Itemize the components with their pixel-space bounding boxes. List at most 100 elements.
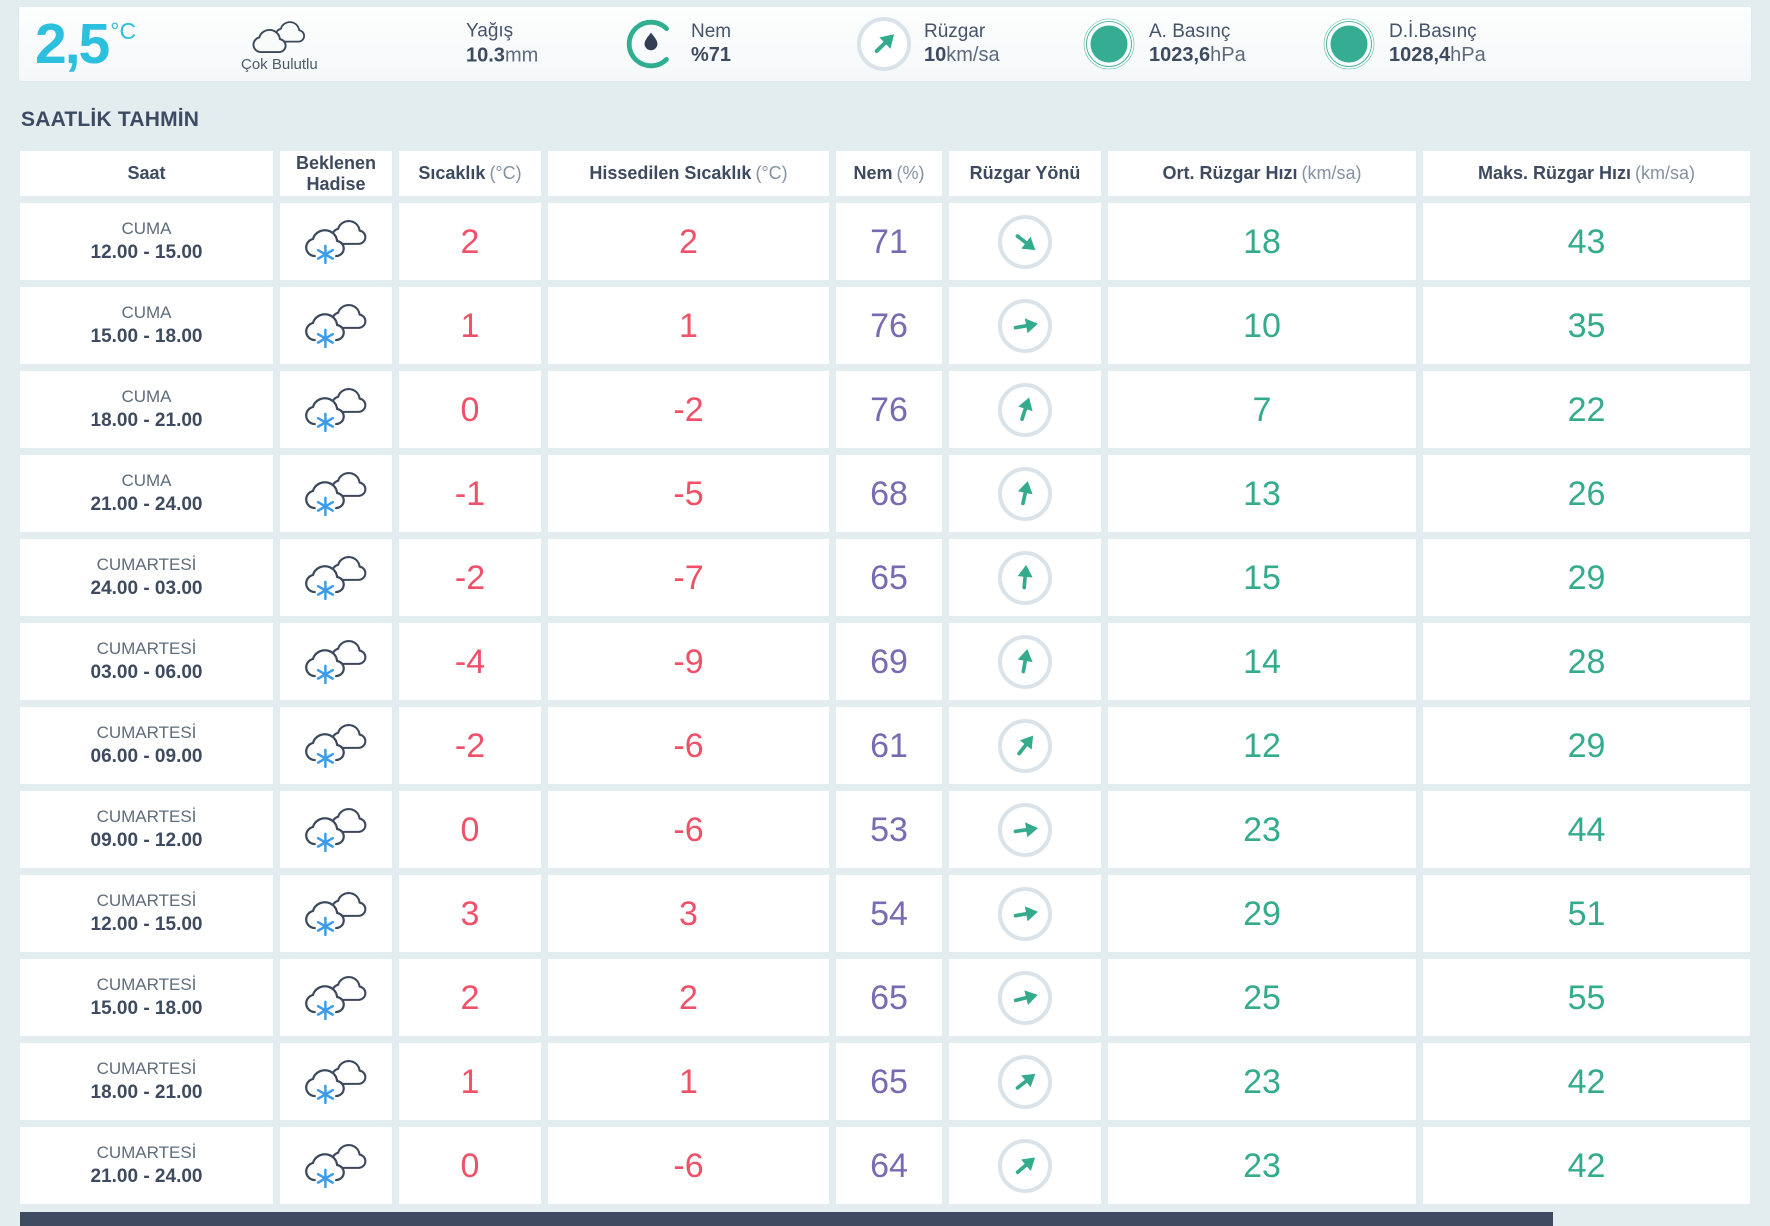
- day-label: CUMARTESİ: [96, 639, 197, 658]
- temperature-cell: 2: [399, 959, 541, 1036]
- max-wind-speed-cell: 43: [1423, 203, 1750, 280]
- table-row: CUMARTESİ 03.00 - 06.00 -4 -9 69 14 28: [20, 623, 1750, 700]
- wind-value: 10km/sa: [924, 44, 1000, 67]
- day-label: CUMARTESİ: [96, 555, 197, 574]
- wind-direction-indicator: [998, 298, 1052, 353]
- temperature-cell: 3: [399, 875, 541, 952]
- feels-like-value: -9: [673, 642, 704, 681]
- time-slot-cell: CUMARTESİ 12.00 - 15.00: [20, 875, 273, 952]
- time-range-label: 18.00 - 21.00: [90, 410, 203, 431]
- expected-condition-cell: [280, 371, 392, 448]
- avg-wind-speed-value: 18: [1243, 222, 1281, 261]
- hourly-forecast-table: Saat Beklenen Hadise Sıcaklık (°C) Hissedile…: [13, 144, 1757, 1211]
- time-slot-cell: CUMA 15.00 - 18.00: [20, 287, 273, 364]
- next-section-header-cutoff: [20, 1212, 1553, 1226]
- column-label: Rüzgar Yönü: [969, 163, 1081, 184]
- humidity-cell: 76: [836, 287, 942, 364]
- temperature-value: -2: [454, 726, 486, 765]
- humidity-value: 76: [870, 390, 908, 429]
- time-slot-cell: CUMA 21.00 - 24.00: [20, 455, 273, 532]
- temperature-value: 0: [460, 810, 480, 849]
- column-header-3: Sıcaklık (°C): [399, 151, 541, 196]
- feels-like-cell: -9: [548, 623, 829, 700]
- time-slot-cell: CUMARTESİ 03.00 - 06.00: [20, 623, 273, 700]
- table-header-row: Saat Beklenen Hadise Sıcaklık (°C) Hissedile…: [20, 151, 1750, 196]
- max-wind-speed-cell: 26: [1423, 455, 1750, 532]
- wind-direction-arrow-icon: [1013, 317, 1038, 333]
- snowflake-icon: [316, 1168, 334, 1189]
- temperature-cell: 0: [399, 791, 541, 868]
- current-condition: Çok Bulutlu: [241, 15, 318, 73]
- temperature-value: 2,5: [35, 12, 110, 76]
- day-label: CUMARTESİ: [96, 723, 197, 742]
- max-wind-speed-value: 42: [1567, 1146, 1606, 1185]
- table-row: CUMARTESİ 21.00 - 24.00 0 -6 64 23 42: [20, 1127, 1750, 1204]
- feels-like-cell: 1: [548, 1043, 829, 1120]
- snow-cloud-icon: [305, 556, 367, 601]
- humidity-value: 65: [870, 1062, 908, 1101]
- humidity-cell: 76: [836, 371, 942, 448]
- time-slot-cell: CUMARTESİ 24.00 - 03.00: [20, 539, 273, 616]
- feels-like-value: 2: [679, 978, 698, 1017]
- table-row: CUMA 18.00 - 21.00 0 -2 76 7 22: [20, 371, 1750, 448]
- wind-direction-arrow-icon: [1017, 480, 1033, 505]
- column-unit: (°C): [489, 163, 522, 184]
- day-label: CUMA: [121, 387, 172, 406]
- table-row: CUMARTESİ 18.00 - 21.00 1 1 65 23 42: [20, 1043, 1750, 1120]
- max-wind-speed-cell: 29: [1423, 707, 1750, 784]
- humidity-value: 54: [870, 894, 908, 933]
- humidity-value: 65: [870, 558, 908, 597]
- wind-direction-arrow-icon: [1017, 648, 1033, 673]
- feels-like-cell: 2: [548, 959, 829, 1036]
- time-slot-cell: CUMA 18.00 - 21.00: [20, 371, 273, 448]
- expected-condition-cell: [280, 959, 392, 1036]
- snowflake-icon: [316, 916, 334, 937]
- column-header-4: Hissedilen Sıcaklık (°C): [548, 151, 829, 196]
- temperature-value: 3: [460, 894, 480, 933]
- day-label: CUMA: [121, 303, 172, 322]
- day-label: CUMARTESİ: [96, 807, 197, 826]
- wind-direction-indicator: [998, 718, 1052, 773]
- wind-direction-indicator: [998, 382, 1052, 437]
- time-slot-cell: CUMA 12.00 - 15.00: [20, 203, 273, 280]
- avg-wind-speed-value: 7: [1252, 390, 1272, 429]
- precipitation-metric: Yağış 10.3mm: [466, 20, 538, 69]
- temperature-cell: 2: [399, 203, 541, 280]
- snow-cloud-icon: [305, 220, 367, 265]
- max-wind-speed-cell: 51: [1423, 875, 1750, 952]
- day-label: CUMARTESİ: [96, 1143, 197, 1162]
- humidity-metric: Nem %71: [624, 17, 731, 71]
- column-header-8: Maks. Rüzgar Hızı (km/sa): [1423, 151, 1750, 196]
- humidity-cell: 64: [836, 1127, 942, 1204]
- max-wind-speed-value: 28: [1567, 642, 1606, 681]
- column-unit: (km/sa): [1301, 163, 1362, 184]
- avg-wind-speed-cell: 23: [1108, 791, 1416, 868]
- feels-like-cell: -7: [548, 539, 829, 616]
- pressure-icon: [1083, 18, 1135, 70]
- snowflake-icon: [316, 328, 334, 349]
- max-wind-speed-value: 29: [1567, 558, 1606, 597]
- temperature-value: 2: [460, 222, 480, 261]
- feels-like-value: 2: [679, 222, 698, 261]
- temperature-value: 0: [460, 390, 480, 429]
- wind-direction-cell: [949, 623, 1101, 700]
- humidity-value: 71: [870, 222, 908, 261]
- column-label: Hissedilen Sıcaklık: [589, 163, 752, 184]
- sea-level-pressure-value: 1028,4hPa: [1389, 44, 1486, 67]
- snow-cloud-icon: [305, 892, 367, 937]
- feels-like-value: -6: [673, 1146, 704, 1185]
- snowflake-icon: [316, 1084, 334, 1105]
- avg-wind-speed-cell: 15: [1108, 539, 1416, 616]
- feels-like-cell: 1: [548, 287, 829, 364]
- temperature-value: 2: [460, 978, 480, 1017]
- humidity-value: 69: [870, 642, 908, 681]
- avg-wind-speed-cell: 10: [1108, 287, 1416, 364]
- avg-wind-speed-cell: 29: [1108, 875, 1416, 952]
- time-range-label: 06.00 - 09.00: [90, 746, 203, 767]
- avg-wind-speed-value: 12: [1243, 726, 1281, 765]
- snowflake-icon: [316, 412, 334, 433]
- wind-direction-cell: [949, 539, 1101, 616]
- time-range-label: 18.00 - 21.00: [90, 1082, 203, 1103]
- max-wind-speed-cell: 29: [1423, 539, 1750, 616]
- expected-condition-cell: [280, 455, 392, 532]
